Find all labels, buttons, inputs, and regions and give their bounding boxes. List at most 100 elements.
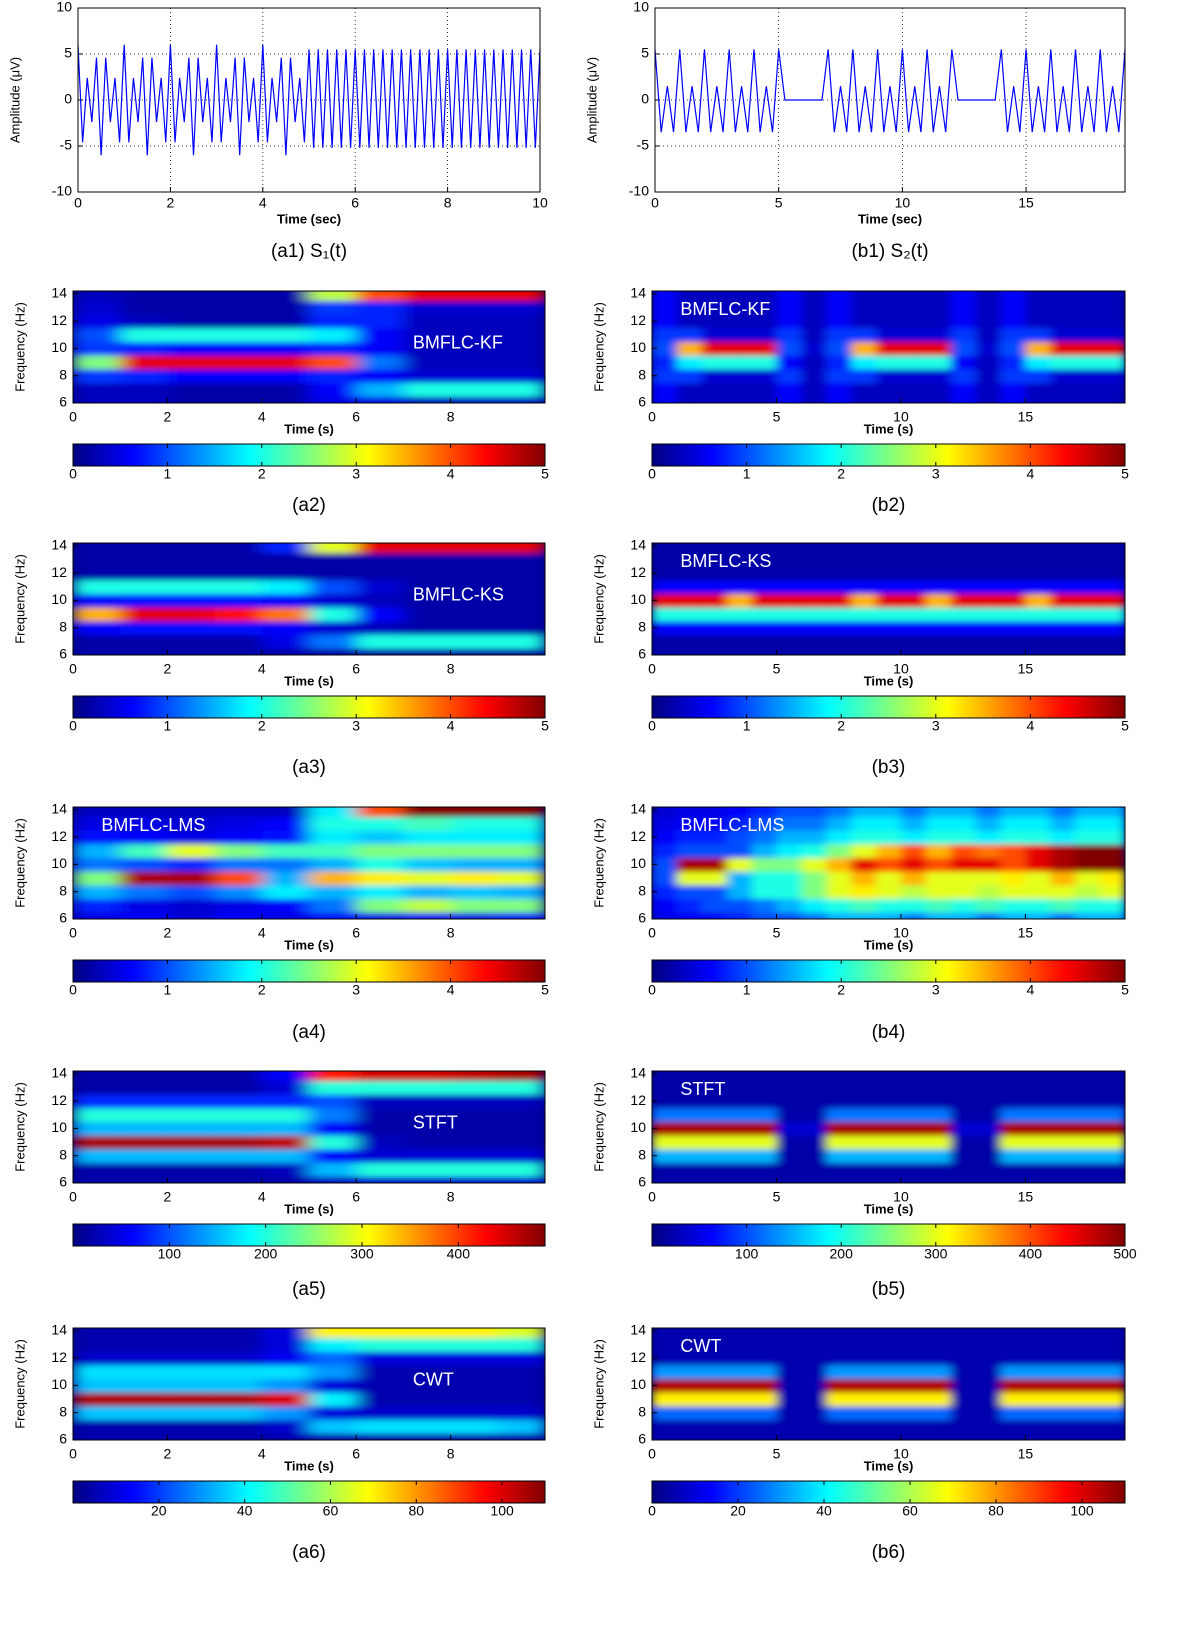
heat-cell <box>450 1378 499 1393</box>
y-tick-label: 10 <box>51 1119 67 1135</box>
heat-cell <box>167 1135 216 1150</box>
heat-cell <box>120 327 168 343</box>
heat-cell <box>776 607 802 622</box>
heat-cell <box>652 1135 678 1150</box>
heat-cell <box>801 807 827 818</box>
heat-cell <box>1075 1162 1101 1177</box>
heat-cell <box>701 1121 728 1136</box>
heat-cell <box>726 1107 753 1123</box>
y-tick-label: -5 <box>637 137 650 153</box>
heat-cell <box>826 368 852 384</box>
heat-cell <box>900 1405 927 1421</box>
heat-cell <box>450 884 499 900</box>
heat-cell <box>73 857 121 872</box>
heat-cell <box>450 1135 499 1150</box>
heatmap-cells <box>73 1071 545 1183</box>
colorbar-tick-label: 0 <box>648 466 656 482</box>
heat-cell <box>801 830 827 845</box>
heat-cell <box>701 552 728 567</box>
heat-cell <box>900 1378 927 1393</box>
heat-cell <box>652 857 678 872</box>
colorbar-tick-label: 0 <box>69 718 77 734</box>
heat-cell <box>975 634 1002 649</box>
heat-cell <box>1100 816 1125 831</box>
heat-cell <box>497 1121 545 1136</box>
heat-cell <box>1050 593 1076 608</box>
heat-cell <box>1050 1378 1076 1393</box>
heat-cell <box>975 593 1002 608</box>
x-tick-label: 10 <box>893 1189 909 1205</box>
heat-cell <box>120 1337 168 1352</box>
heat-cell <box>309 1148 357 1164</box>
heat-cell <box>261 593 310 608</box>
heat-cell <box>309 1328 357 1339</box>
y-tick-label: 12 <box>51 828 67 844</box>
heat-cell <box>801 1094 827 1109</box>
heat-cell <box>900 857 927 872</box>
x-tick-label: 10 <box>893 925 909 941</box>
heat-cell <box>826 620 852 636</box>
heat-cell <box>120 1135 168 1150</box>
heat-cell <box>309 1337 357 1352</box>
heat-cell <box>1000 355 1026 370</box>
colorbar-tick-label: 40 <box>237 1503 253 1519</box>
heat-cell <box>950 634 977 649</box>
y-axis-label: Frequency (Hz) <box>591 818 606 908</box>
heat-cell <box>925 314 952 329</box>
heat-cell <box>73 1107 121 1123</box>
heat-cell <box>261 871 310 886</box>
heat-cell <box>676 579 703 595</box>
heat-cell <box>167 1364 216 1380</box>
heat-cell <box>497 1419 545 1434</box>
heat-cell <box>1050 1433 1076 1440</box>
heat-cell <box>214 620 263 636</box>
heat-cell <box>652 607 678 622</box>
heat-cell <box>214 1378 263 1393</box>
heat-cell <box>801 816 827 831</box>
heat-cell <box>1000 1162 1026 1177</box>
heat-cell <box>261 1162 310 1177</box>
heat-cell <box>676 648 703 655</box>
heat-cell <box>1050 1176 1076 1183</box>
heat-cell <box>356 396 404 403</box>
heat-cell <box>801 1176 827 1183</box>
heat-cell <box>450 807 499 818</box>
heat-cell <box>851 1364 877 1380</box>
y-tick-label: 14 <box>51 284 67 300</box>
colorbar-tick-label: 2 <box>837 982 845 998</box>
x-tick-label: 2 <box>164 1189 172 1205</box>
heat-cell <box>676 1162 703 1177</box>
heatmap-clip <box>652 1071 1125 1183</box>
heat-cell <box>261 382 310 397</box>
heat-cell <box>826 1094 852 1109</box>
heat-cell <box>73 648 121 655</box>
heatmap-cells <box>73 291 545 403</box>
x-tick-label: 8 <box>447 409 455 425</box>
heat-cell <box>876 648 902 655</box>
heat-cell <box>1025 327 1051 343</box>
heat-cell <box>975 1094 1002 1109</box>
heat-cell <box>851 1107 877 1123</box>
colorbar-tick-label: 4 <box>1027 466 1035 482</box>
heat-cell <box>1100 355 1125 370</box>
heat-cell <box>309 1135 357 1150</box>
heat-cell <box>356 898 404 913</box>
heat-cell <box>356 355 404 370</box>
heat-cell <box>826 1328 852 1339</box>
heat-cell <box>167 1405 216 1421</box>
heat-cell <box>120 566 168 581</box>
heat-cell <box>497 1148 545 1164</box>
heat-cell <box>851 543 877 554</box>
heat-cell <box>309 593 357 608</box>
plot-frame <box>72 290 546 404</box>
heat-cell <box>450 1071 499 1082</box>
colorbar-tick-label: 0 <box>648 982 656 998</box>
heat-cell <box>701 1328 728 1339</box>
heat-cell <box>1000 1071 1026 1082</box>
heat-cell <box>876 1378 902 1393</box>
heat-cell <box>950 620 977 636</box>
heat-cell <box>701 327 728 343</box>
heat-cell <box>1000 1419 1026 1434</box>
heat-cell <box>826 382 852 397</box>
heat-cell <box>356 382 404 397</box>
